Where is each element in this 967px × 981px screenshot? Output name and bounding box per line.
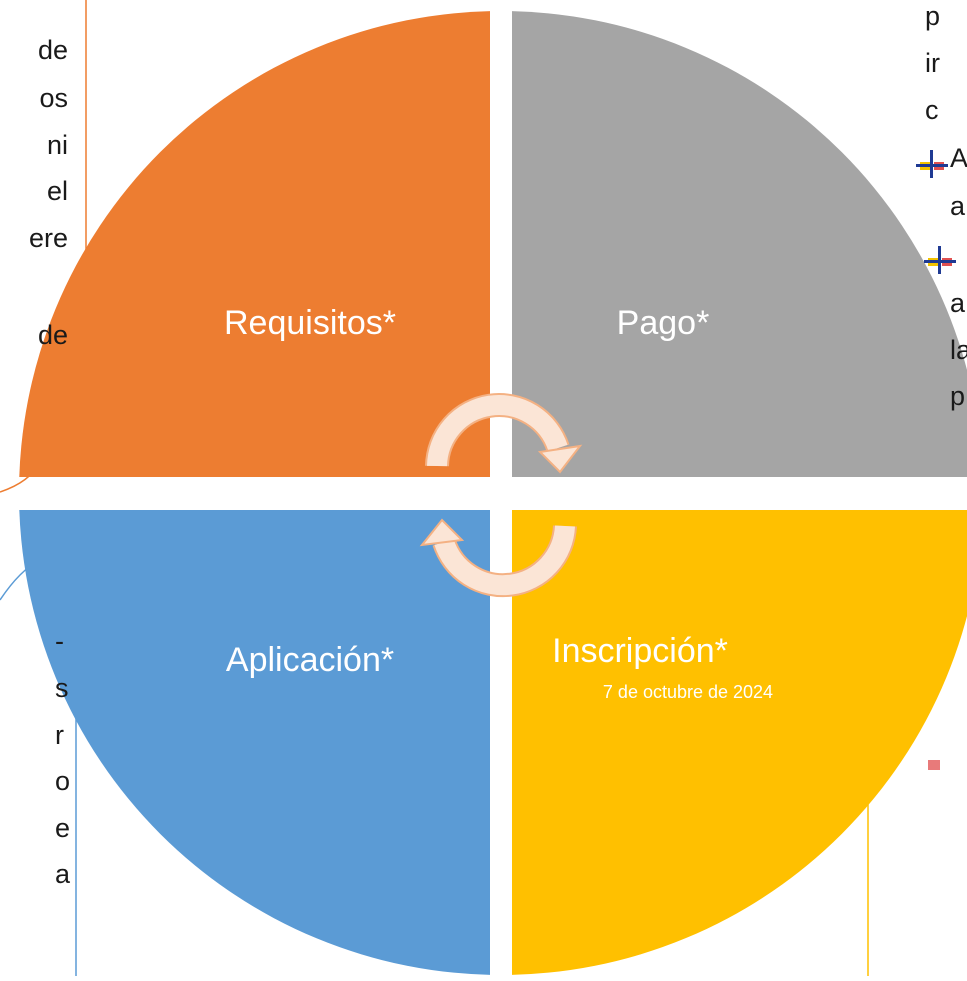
- text-fragment: p: [925, 1, 940, 31]
- quadrant: [512, 510, 967, 975]
- text-fragment: e: [55, 813, 70, 843]
- text-fragment: a: [55, 859, 71, 889]
- text-fragment: os: [39, 83, 68, 113]
- text-fragment: a: [950, 288, 966, 318]
- quadrant-date: 7 de octubre de 2024: [603, 682, 773, 702]
- bullet-icon: [916, 150, 948, 178]
- text-fragment: a: [950, 191, 966, 221]
- text-fragment: ere: [29, 223, 68, 253]
- text-fragment: ni: [47, 130, 68, 160]
- quadrant-label: Requisitos*: [224, 304, 396, 342]
- bullet-icon: [928, 760, 940, 770]
- text-fragment: -: [55, 626, 64, 656]
- quadrant-label: Inscripción*: [552, 632, 728, 670]
- text-fragment: el: [47, 176, 68, 206]
- text-fragment: p: [950, 381, 965, 411]
- quadrant: [19, 11, 490, 477]
- text-fragment: s: [55, 673, 69, 703]
- quadrant: [512, 11, 967, 477]
- quadrant-label: Aplicación*: [226, 641, 394, 679]
- cycle-arrow: [425, 393, 583, 474]
- text-fragment: A: [950, 143, 967, 173]
- text-fragment: de: [38, 320, 68, 350]
- text-fragment: de: [38, 35, 68, 65]
- quadrant-label: Pago*: [617, 304, 710, 342]
- text-fragment: c: [925, 95, 939, 125]
- text-fragment: o: [55, 766, 70, 796]
- bullet-icon: [924, 246, 956, 274]
- cycle-arrow: [419, 518, 577, 598]
- text-fragment: ir: [925, 48, 940, 78]
- text-fragment: r: [55, 720, 64, 750]
- text-fragment: la: [950, 335, 967, 365]
- quadrant: [19, 510, 490, 975]
